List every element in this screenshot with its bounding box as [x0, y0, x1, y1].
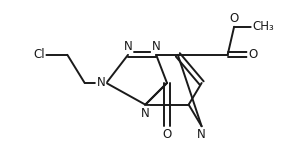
- Text: N: N: [197, 129, 206, 142]
- Text: O: O: [248, 48, 257, 61]
- Text: N: N: [141, 107, 150, 120]
- Text: Cl: Cl: [33, 48, 45, 61]
- Text: N: N: [152, 40, 160, 53]
- Text: CH₃: CH₃: [253, 20, 274, 33]
- Text: O: O: [162, 129, 172, 142]
- Text: N: N: [124, 40, 132, 53]
- Text: N: N: [96, 76, 105, 90]
- Text: O: O: [229, 11, 239, 24]
